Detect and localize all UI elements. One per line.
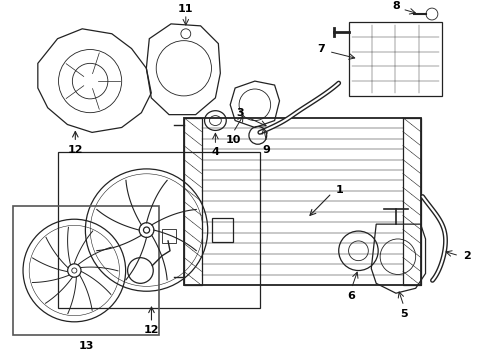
Bar	[403, 118, 420, 285]
Text: 2: 2	[463, 251, 471, 261]
Text: 12: 12	[68, 145, 83, 155]
Text: 8: 8	[392, 1, 400, 11]
Text: 4: 4	[212, 147, 220, 157]
Bar	[348, 22, 442, 96]
Bar	[57, 152, 260, 308]
Text: 11: 11	[178, 4, 194, 14]
Bar	[162, 229, 176, 243]
Text: 3: 3	[236, 108, 244, 118]
Bar	[184, 118, 420, 285]
Bar	[212, 218, 233, 242]
Circle shape	[249, 126, 267, 144]
Text: 7: 7	[317, 44, 325, 54]
Text: 10: 10	[225, 135, 241, 145]
Text: 1: 1	[336, 185, 343, 195]
Text: 5: 5	[400, 309, 408, 319]
Text: 9: 9	[263, 145, 270, 155]
Text: 12: 12	[144, 325, 159, 335]
Bar	[184, 118, 201, 285]
Text: 6: 6	[347, 291, 355, 301]
Text: 13: 13	[78, 342, 94, 351]
Bar	[13, 206, 159, 335]
